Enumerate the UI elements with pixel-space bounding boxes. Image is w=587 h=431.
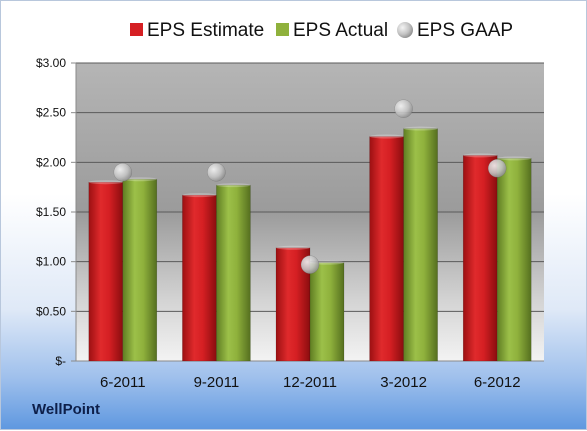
x-axis: 6-2011 9-2011 12-2011 3-2012 6-2012 (100, 374, 521, 391)
bar-estimate-cap (463, 153, 498, 158)
gaap-point (394, 99, 413, 118)
bar-estimate-cap (182, 193, 217, 198)
bar-actual-cap (122, 177, 157, 182)
bar-actual (496, 158, 532, 362)
bar-actual-cap (403, 126, 438, 131)
bar-actual-cap (216, 183, 251, 188)
bar-estimate (462, 155, 498, 362)
gaap-point (113, 163, 133, 182)
bar-actual (216, 184, 251, 362)
legend-item-gaap: EPS GAAP (397, 20, 513, 41)
y-tick-label: $1.50 (36, 205, 66, 219)
legend-item-estimate: EPS Estimate (130, 20, 264, 41)
bar-estimate-cap (369, 134, 404, 139)
legend-item-actual: EPS Actual (276, 20, 388, 41)
gaap-points (113, 99, 507, 274)
bar-estimate-cap (88, 180, 123, 185)
gaap-point (207, 163, 226, 182)
legend-label-actual: EPS Actual (293, 20, 388, 41)
bar-estimate-cap (276, 245, 310, 250)
x-tick-label: 6-2012 (474, 374, 521, 391)
y-tick-label: $1.00 (36, 255, 66, 269)
legend-label-estimate: EPS Estimate (147, 20, 264, 41)
legend-swatch-actual (276, 23, 289, 36)
bar-actual-cap (497, 156, 532, 161)
y-axis: $- $0.50 $1.00 $1.50 $2.00 $2.50 $3.00 (36, 56, 77, 368)
x-tick-label: 12-2011 (283, 374, 337, 391)
brand-label: WellPoint (32, 401, 101, 418)
bars (88, 126, 532, 362)
x-tick-label: 6-2011 (100, 374, 146, 391)
y-tick-label: $2.00 (36, 155, 66, 169)
bar-actual (122, 178, 158, 362)
legend-label-gaap: EPS GAAP (417, 20, 513, 41)
y-tick-label: $0.50 (36, 304, 66, 318)
bar-actual (403, 128, 438, 362)
legend-swatch-estimate (130, 23, 143, 36)
bar-estimate (182, 194, 217, 362)
legend-swatch-gaap (397, 22, 413, 38)
bar-estimate (369, 136, 404, 362)
bar-estimate (88, 181, 124, 362)
bar-actual (309, 262, 345, 362)
y-tick-label: $- (55, 354, 66, 368)
gaap-point (300, 255, 320, 274)
x-tick-label: 3-2012 (380, 374, 427, 391)
y-tick-label: $3.00 (36, 56, 66, 70)
x-tick-label: 9-2011 (194, 374, 240, 391)
gaap-point (487, 159, 507, 178)
legend: EPS Estimate EPS Actual EPS GAAP (130, 20, 513, 41)
y-tick-label: $2.50 (36, 106, 66, 120)
